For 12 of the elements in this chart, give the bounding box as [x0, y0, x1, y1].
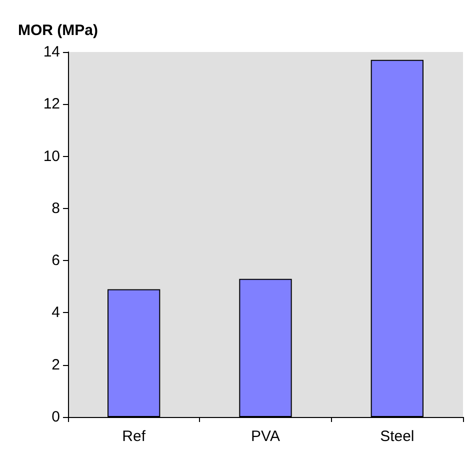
y-axis-title: MOR (MPa) [18, 22, 98, 39]
x-tick-label: Ref [122, 428, 146, 445]
y-tick-label: 14 [43, 44, 60, 60]
y-tick-label: 0 [52, 408, 60, 426]
y-tick-label: 4 [52, 304, 60, 322]
x-tick-label: Steel [380, 428, 414, 445]
y-tick-label: 10 [43, 148, 60, 165]
x-tick-label: PVA [251, 428, 280, 445]
y-tick-label: 8 [52, 200, 60, 217]
y-tick-label: 12 [43, 96, 60, 113]
y-tick-label: 2 [52, 356, 60, 374]
y-tick-label: 6 [52, 252, 60, 270]
